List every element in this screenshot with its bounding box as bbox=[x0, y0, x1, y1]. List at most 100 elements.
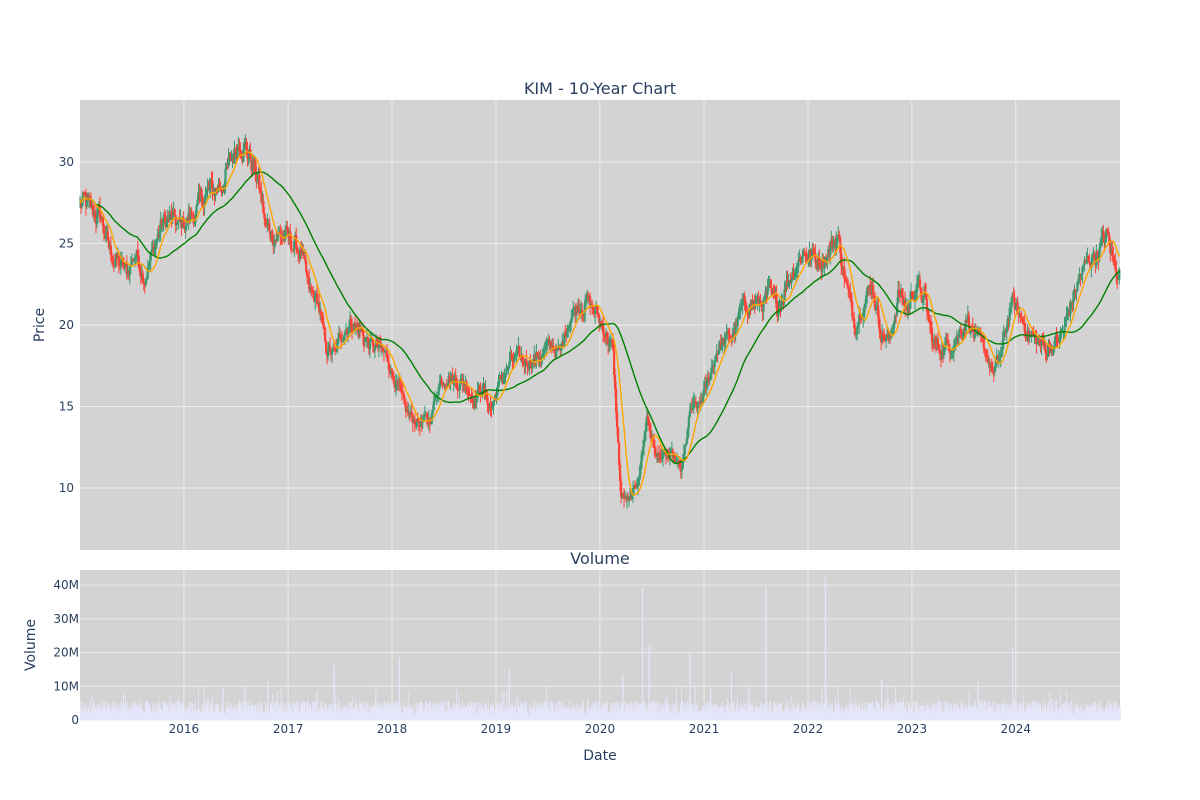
candlestick-body bbox=[349, 319, 353, 325]
volume-bar bbox=[950, 702, 952, 720]
volume-bar bbox=[966, 711, 968, 720]
candlestick-body bbox=[655, 452, 659, 456]
volume-bar bbox=[299, 715, 301, 720]
volume-bar bbox=[409, 708, 411, 720]
volume-bar bbox=[794, 713, 795, 720]
volume-bar bbox=[1023, 712, 1025, 720]
volume-bar bbox=[551, 705, 553, 720]
volume-bar bbox=[220, 714, 222, 720]
volume-bar bbox=[1005, 702, 1007, 720]
volume-bar bbox=[191, 704, 193, 720]
volume-bar bbox=[289, 702, 291, 720]
candlestick-body bbox=[708, 379, 711, 382]
volume-bar bbox=[645, 709, 647, 720]
volume-bar bbox=[993, 701, 995, 720]
candlestick-body bbox=[461, 378, 464, 384]
volume-bar bbox=[263, 711, 265, 720]
candlestick-body bbox=[210, 180, 213, 182]
volume-bar bbox=[724, 712, 726, 720]
volume-bar bbox=[166, 709, 168, 720]
volume-bar bbox=[828, 709, 830, 720]
price-y-tick-label: 10 bbox=[59, 481, 74, 495]
volume-bar bbox=[447, 701, 449, 720]
volume-bar bbox=[277, 690, 278, 720]
volume-bar bbox=[519, 708, 521, 720]
volume-bar bbox=[133, 704, 135, 720]
candlestick-body bbox=[1040, 340, 1043, 346]
candlestick-body bbox=[522, 359, 525, 361]
volume-bar bbox=[705, 702, 707, 720]
volume-bar bbox=[213, 713, 215, 720]
volume-bar bbox=[875, 695, 877, 720]
volume-bar bbox=[1105, 707, 1107, 720]
volume-bar bbox=[1098, 712, 1100, 720]
volume-bar bbox=[866, 711, 867, 720]
volume-bar bbox=[954, 708, 955, 720]
candlestick-body bbox=[536, 351, 539, 356]
volume-bar bbox=[876, 706, 878, 720]
volume-bar bbox=[191, 703, 193, 720]
volume-bar bbox=[669, 706, 671, 720]
volume-bar bbox=[1117, 704, 1118, 720]
volume-bar bbox=[126, 708, 127, 720]
candlestick-body bbox=[991, 371, 994, 373]
candlestick-body bbox=[727, 330, 730, 336]
volume-bar bbox=[690, 708, 692, 720]
volume-bar bbox=[321, 702, 323, 720]
volume-bar bbox=[651, 701, 653, 720]
candlestick-body bbox=[304, 255, 307, 261]
candlestick-body bbox=[193, 222, 196, 224]
volume-bar bbox=[732, 712, 734, 720]
volume-bar bbox=[795, 708, 797, 720]
volume-bar bbox=[247, 708, 248, 720]
volume-bar bbox=[235, 712, 237, 720]
candlestick-body bbox=[594, 309, 597, 314]
volume-bar bbox=[861, 703, 863, 720]
volume-bar bbox=[1117, 711, 1119, 720]
volume-bar bbox=[484, 702, 485, 720]
volume-bar bbox=[764, 704, 765, 720]
volume-bar bbox=[698, 715, 699, 720]
volume-bar bbox=[745, 711, 747, 720]
candlestick-body bbox=[310, 287, 313, 290]
volume-bar bbox=[242, 710, 243, 720]
volume-bar bbox=[580, 714, 581, 720]
volume-bar bbox=[1051, 706, 1053, 720]
volume-bar bbox=[1113, 710, 1115, 720]
volume-bar bbox=[824, 712, 825, 720]
volume-bar bbox=[723, 706, 724, 720]
volume-bar bbox=[1001, 703, 1003, 720]
volume-bar bbox=[544, 701, 546, 720]
volume-bar bbox=[720, 708, 722, 720]
volume-bar bbox=[530, 709, 532, 720]
candlestick-body bbox=[487, 404, 490, 407]
candlestick-body bbox=[134, 256, 137, 258]
volume-bar bbox=[653, 714, 654, 720]
volume-bar bbox=[732, 702, 733, 720]
volume-bar bbox=[1103, 714, 1105, 720]
volume-bar bbox=[1035, 710, 1037, 720]
candlestick-body bbox=[411, 415, 414, 423]
volume-bar bbox=[750, 704, 752, 720]
volume-bar bbox=[332, 708, 334, 720]
volume-bar bbox=[774, 704, 775, 720]
candlestick-body bbox=[329, 345, 332, 352]
volume-bar bbox=[104, 714, 105, 720]
candlestick-body bbox=[692, 401, 695, 405]
volume-bar bbox=[588, 709, 590, 720]
volume-bar bbox=[901, 702, 903, 720]
candlestick-body bbox=[1063, 325, 1066, 332]
volume-bar bbox=[1026, 707, 1027, 720]
volume-bar bbox=[93, 710, 95, 720]
volume-bar bbox=[304, 701, 306, 720]
volume-bar bbox=[687, 707, 689, 720]
candlestick-body bbox=[714, 356, 717, 361]
volume-bar bbox=[342, 708, 344, 720]
volume-bar bbox=[851, 700, 853, 720]
volume-bar bbox=[392, 710, 394, 720]
volume-bar bbox=[296, 704, 298, 720]
volume-bar bbox=[333, 711, 334, 720]
volume-bar bbox=[171, 708, 172, 720]
candlestick-body bbox=[361, 331, 365, 337]
volume-bar bbox=[375, 686, 377, 720]
